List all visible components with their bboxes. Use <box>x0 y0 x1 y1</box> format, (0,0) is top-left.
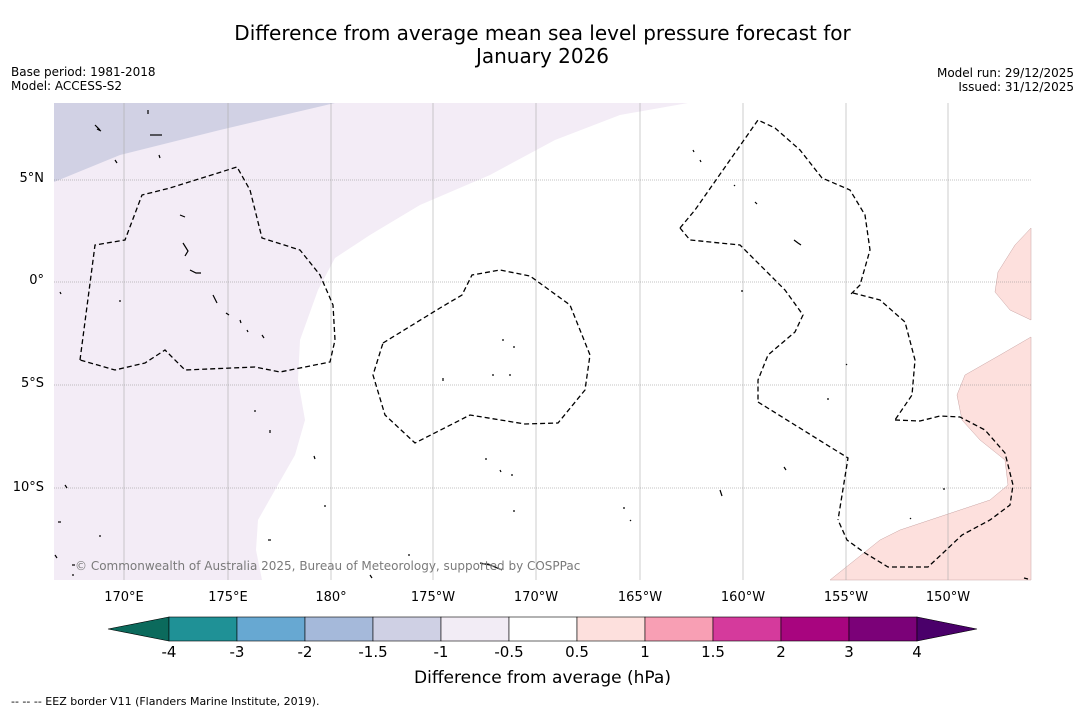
anomaly-region-pink-upper <box>994 227 1032 321</box>
lon-label-150w: 150°W <box>925 590 971 605</box>
colorbar-tick-label: 0.5 <box>565 643 589 661</box>
colorbar <box>107 616 978 642</box>
colorbar-tick-label: -3 <box>229 643 245 661</box>
colorbar-arrow-low <box>107 616 170 642</box>
colorbar-tick-label: -1.5 <box>358 643 388 661</box>
colorbar-segment <box>644 616 714 642</box>
colorbar-tick-label: 3 <box>844 643 854 661</box>
lon-label-180: 180° <box>315 590 347 605</box>
model-name: Model: ACCESS-S2 <box>11 79 123 93</box>
lon-label-160w: 160°W <box>720 590 766 605</box>
lat-label-10s: 10°S <box>12 480 44 495</box>
colorbar-tick-label: 2 <box>776 643 786 661</box>
lat-label-5n: 5°N <box>19 171 45 186</box>
colorbar-segment <box>712 616 782 642</box>
colorbar-tick-label: -4 <box>161 643 177 661</box>
colorbar-tick-label: 4 <box>912 643 922 661</box>
colorbar-segment <box>780 616 850 642</box>
anomaly-region-pink-lower <box>829 336 1032 581</box>
colorbar-tick-label: 1.5 <box>701 643 725 661</box>
copyright-notice: © Commonwealth of Australia 2025, Bureau… <box>75 559 581 573</box>
islands <box>54 110 1029 580</box>
colorbar-segment <box>304 616 374 642</box>
gridlines <box>54 103 1031 580</box>
lat-label-0: 0° <box>29 273 44 288</box>
lon-label-175w: 175°W <box>410 590 456 605</box>
colorbar-tick-label: 1 <box>640 643 650 661</box>
chart-title-line2: January 2026 <box>475 44 610 68</box>
colorbar-segment <box>508 616 578 642</box>
colorbar-segment <box>236 616 306 642</box>
meta-left: Base period: 1981-2018 Model: ACCESS-S2 <box>11 65 156 93</box>
lon-label-170w: 170°W <box>513 590 559 605</box>
colorbar-segment <box>168 616 238 642</box>
colorbar-tick-label: -1 <box>433 643 449 661</box>
lon-label-175e: 175°E <box>208 590 248 605</box>
colorbar-segment <box>576 616 646 642</box>
colorbar-segment <box>440 616 510 642</box>
base-period: Base period: 1981-2018 <box>11 65 156 79</box>
colorbar-tick-label: -2 <box>297 643 313 661</box>
colorbar-segment <box>848 616 918 642</box>
anomaly-region-lavender <box>54 103 688 580</box>
chart-title-line1: Difference from average mean sea level p… <box>234 21 851 45</box>
colorbar-title: Difference from average (hPa) <box>414 668 671 688</box>
colorbar-arrow-high <box>916 616 978 642</box>
lon-label-155w: 155°W <box>823 590 869 605</box>
eez-legend-note: -- -- -- EEZ border V11 (Flanders Marine… <box>11 695 320 708</box>
lat-label-5s: 5°S <box>20 376 44 391</box>
colorbar-tick-label: -0.5 <box>494 643 524 661</box>
lon-label-170e: 170°E <box>104 590 144 605</box>
model-run: Model run: 29/12/2025 <box>936 66 1074 80</box>
lon-label-165w: 165°W <box>617 590 663 605</box>
colorbar-segment <box>372 616 442 642</box>
issued-date: Issued: 31/12/2025 <box>958 80 1074 94</box>
eez-borders <box>79 119 1014 568</box>
meta-right: Model run: 29/12/2025 Issued: 31/12/2025 <box>937 66 1074 94</box>
